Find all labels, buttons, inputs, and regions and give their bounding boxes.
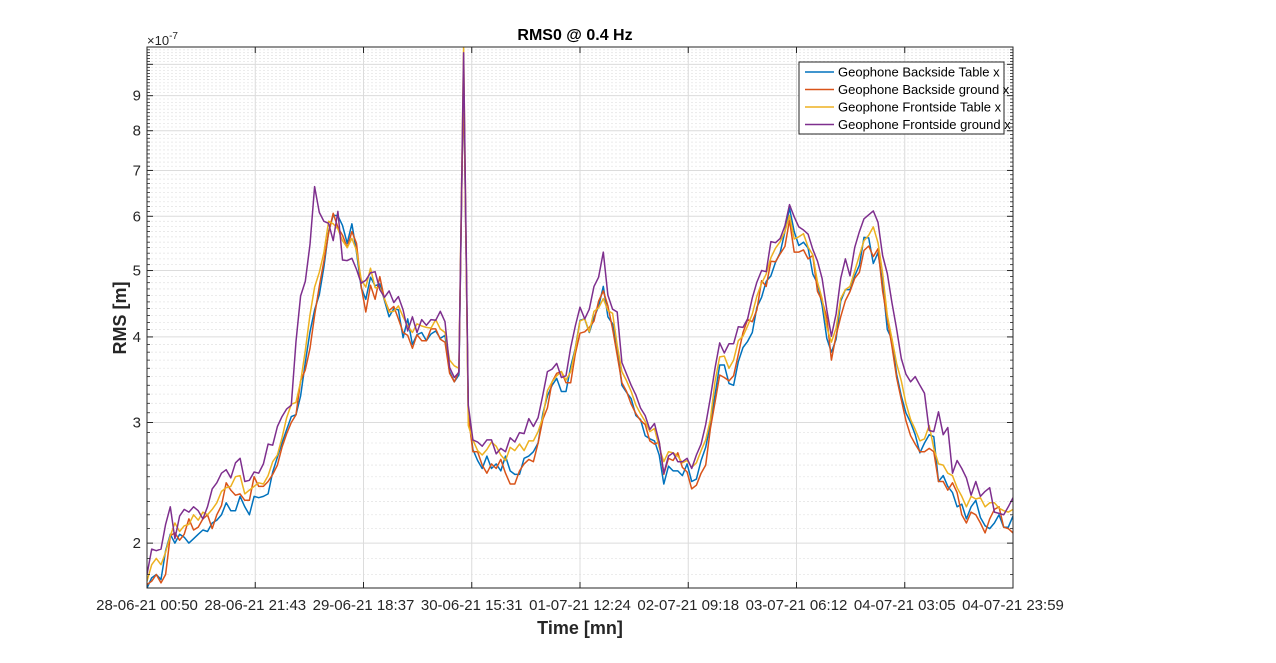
y-tick-label: 4 <box>133 329 141 346</box>
x-tick-label: 28-06-21 21:43 <box>204 597 306 614</box>
series-line-2 <box>147 72 1013 586</box>
x-tick-labels: 28-06-21 00:50 28-06-21 21:43 29-06-21 18:… <box>96 597 1064 614</box>
chart-title: RMS0 @ 0.4 Hz <box>517 27 632 44</box>
legend-label: Geophone Frontside ground x <box>838 117 1011 132</box>
legend-box <box>798 61 1005 135</box>
y-tick-label: 9 <box>133 88 141 105</box>
y-tick-label: 7 <box>133 162 141 179</box>
x-tick-label: 02-07-21 09:18 <box>637 597 739 614</box>
x-tick-label: 03-07-21 06:12 <box>746 597 848 614</box>
y-tick-label: 3 <box>133 415 141 432</box>
y-exponent-label: ×10-7 <box>147 31 178 48</box>
x-axis-label: Time [mn] <box>537 618 623 638</box>
tick-marks <box>146 46 1014 588</box>
series-line-4 <box>147 51 1013 575</box>
x-tick-label: 30-06-21 15:31 <box>421 597 523 614</box>
y-tick-label: 8 <box>133 123 141 140</box>
x-tick-label: 01-07-21 12:24 <box>529 597 631 614</box>
x-tick-label: 04-07-21 03:05 <box>854 597 956 614</box>
x-tick-label: 28-06-21 00:50 <box>96 597 198 614</box>
series-lines <box>147 47 1013 588</box>
grid <box>146 46 1014 588</box>
legend-label: Geophone Backside ground x <box>838 82 1010 97</box>
y-tick-labels: 2 3 4 5 6 7 8 9 <box>133 88 141 552</box>
x-tick-label: 04-07-21 23:59 <box>962 597 1064 614</box>
y-tick-label: 5 <box>133 263 141 280</box>
y-axis-label: RMS [m] <box>110 282 130 355</box>
legend: Geophone Backside Table x Geophone Backsi… <box>798 61 1011 135</box>
x-tick-label: 29-06-21 18:37 <box>313 597 415 614</box>
y-tick-label: 6 <box>133 208 141 225</box>
legend-label: Geophone Backside Table x <box>838 65 1000 80</box>
legend-label: Geophone Frontside Table x <box>838 100 1002 115</box>
y-tick-label: 2 <box>133 535 141 552</box>
